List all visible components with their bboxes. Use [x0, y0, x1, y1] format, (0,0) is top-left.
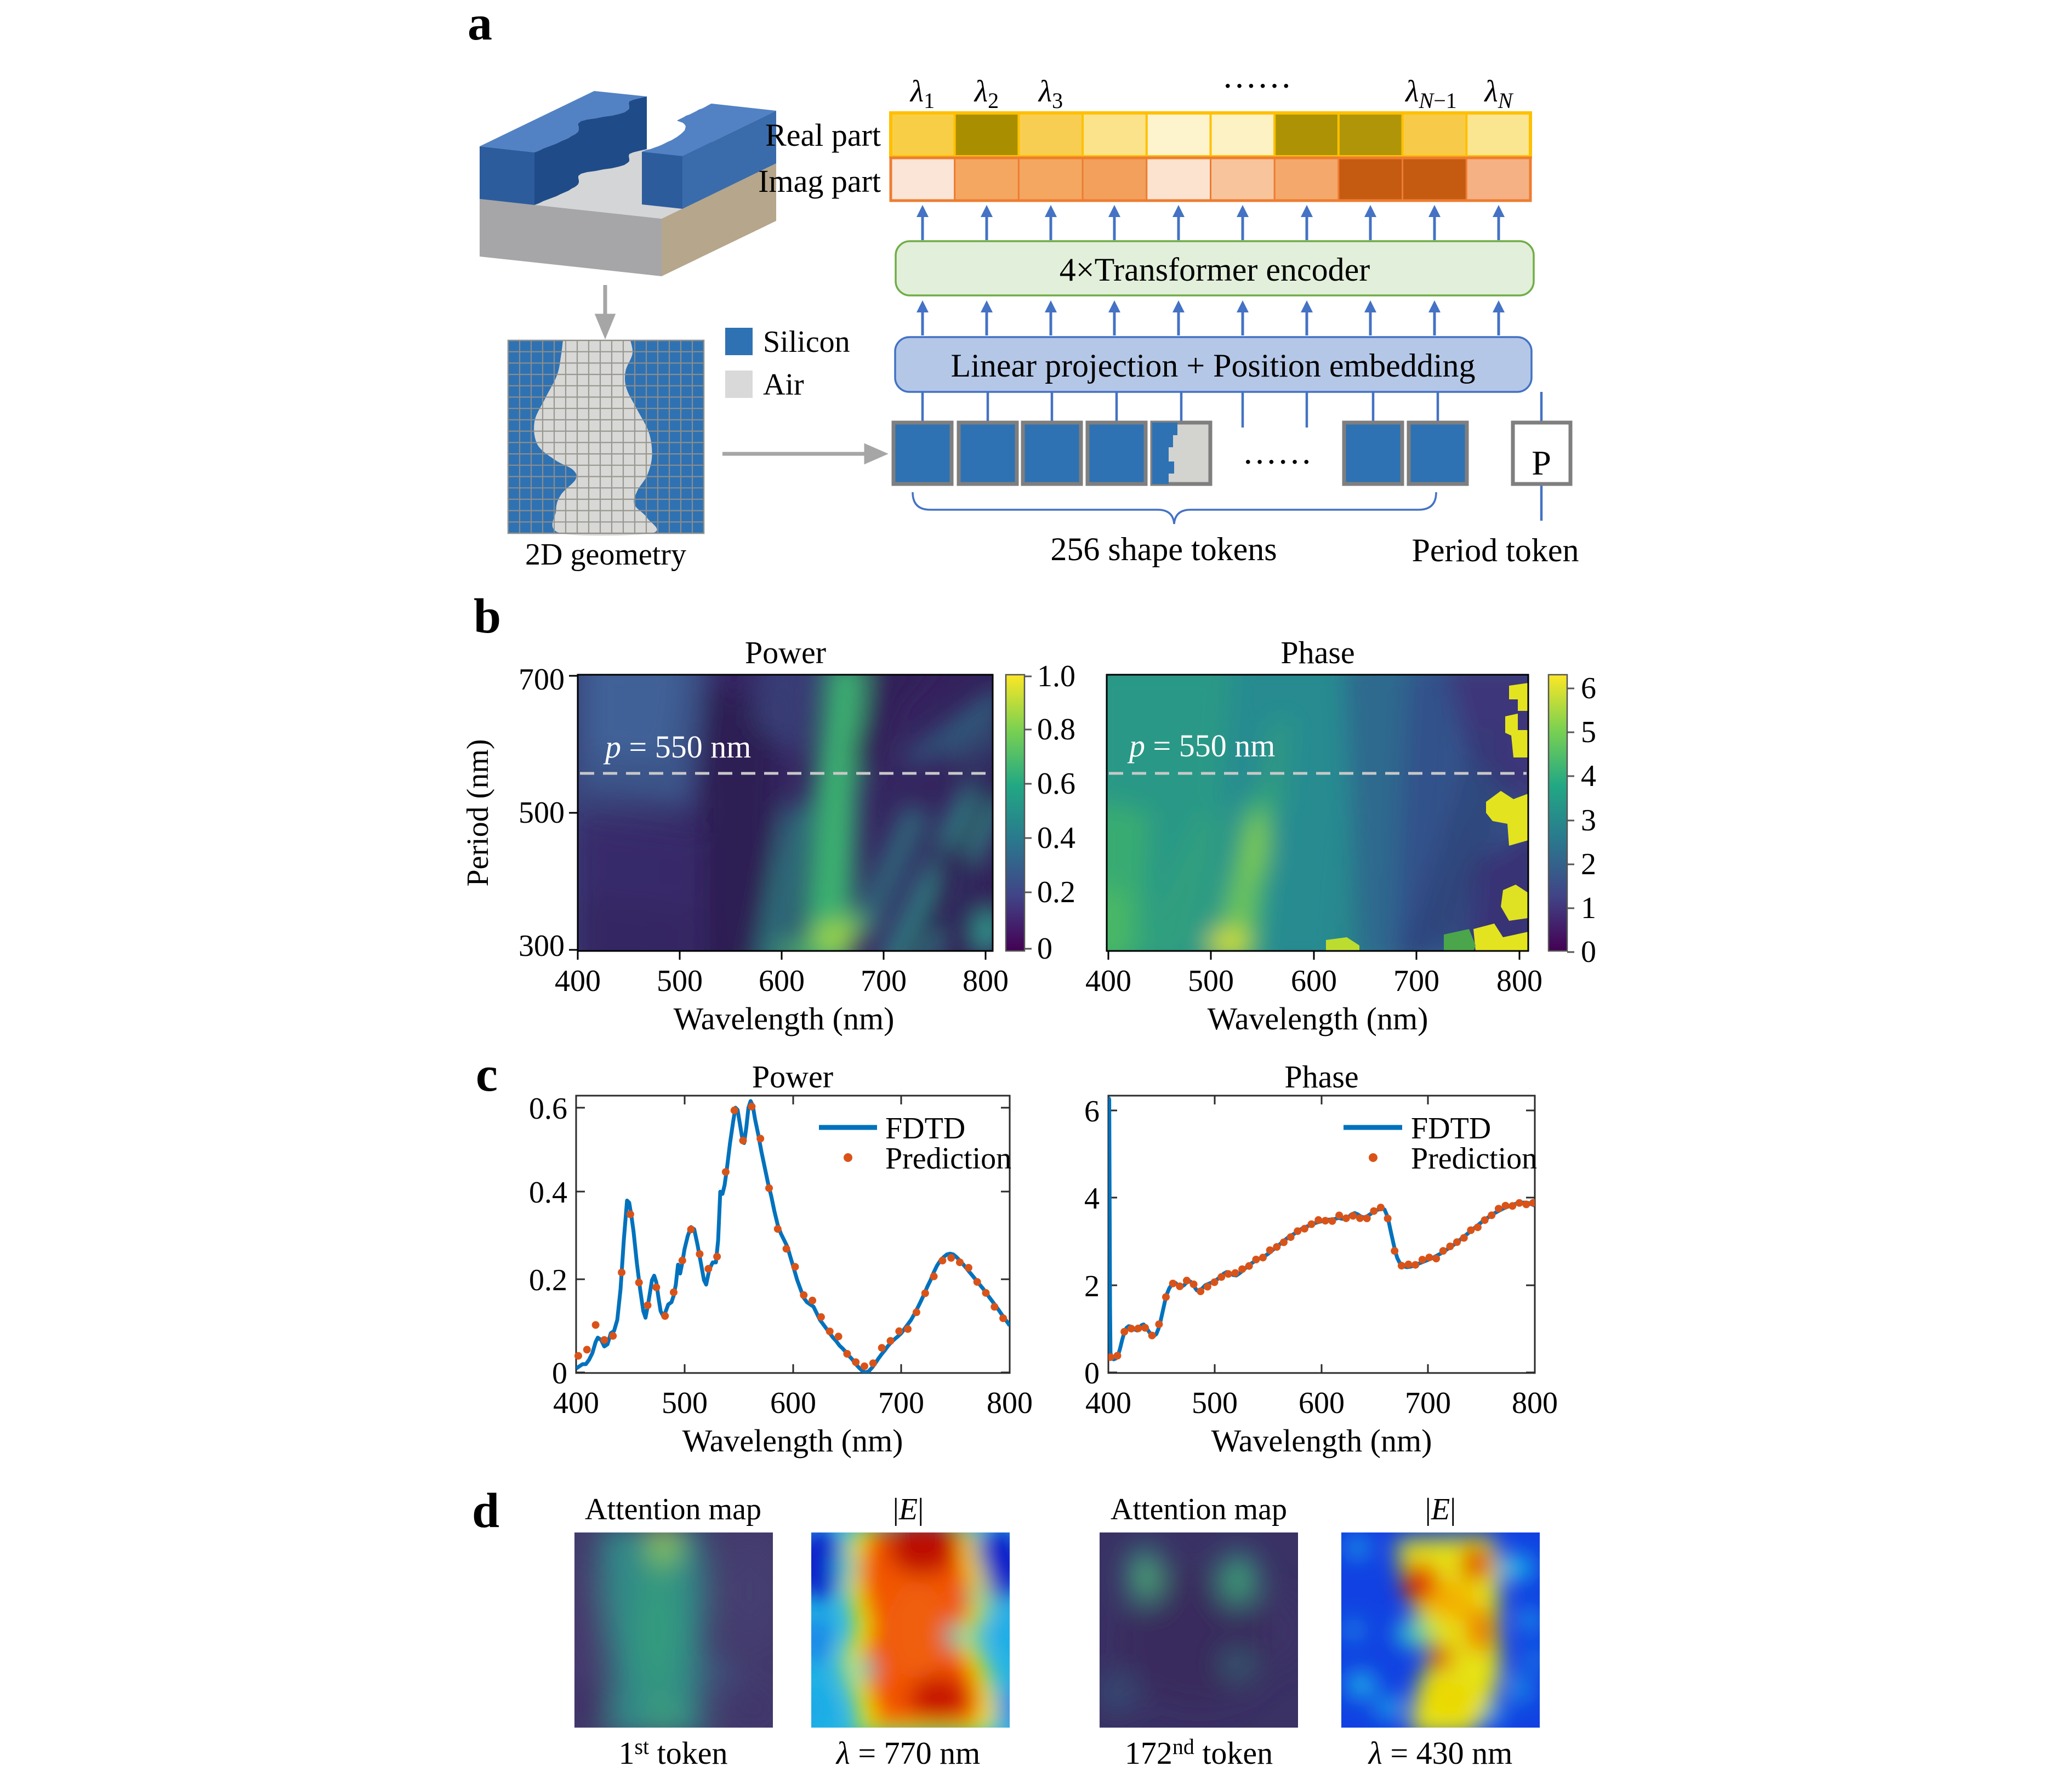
svg-text:400: 400 [1085, 1386, 1131, 1420]
svg-text:Power: Power [745, 635, 826, 670]
svg-text:P: P [1532, 443, 1551, 482]
svg-text:Wavelength (nm): Wavelength (nm) [682, 1423, 903, 1458]
svg-text:0: 0 [552, 1357, 567, 1391]
svg-text:700: 700 [861, 964, 907, 998]
svg-text:500: 500 [1192, 1386, 1238, 1420]
svg-text:······: ······ [1242, 442, 1312, 481]
svg-text:Attention map: Attention map [585, 1492, 761, 1526]
svg-text:172nd token: 172nd token [1125, 1734, 1273, 1769]
svg-text:4: 4 [1084, 1182, 1100, 1216]
svg-text:500: 500 [662, 1386, 708, 1420]
svg-text:800: 800 [1496, 964, 1542, 998]
svg-text:d: d [472, 1484, 499, 1538]
svg-text:FDTD: FDTD [885, 1112, 965, 1146]
svg-text:······: ······ [1222, 66, 1292, 105]
svg-text:600: 600 [1299, 1386, 1345, 1420]
svg-text:600: 600 [759, 964, 805, 998]
svg-text:c: c [476, 1047, 498, 1102]
svg-text:Silicon: Silicon [763, 325, 850, 359]
svg-text:4: 4 [1581, 759, 1596, 793]
svg-text:Wavelength (nm): Wavelength (nm) [674, 1001, 895, 1036]
svg-text:400: 400 [553, 1386, 599, 1420]
svg-text:4×Transformer encoder: 4×Transformer encoder [1060, 252, 1370, 288]
svg-text:Phase: Phase [1280, 635, 1354, 670]
svg-text:800: 800 [987, 1386, 1033, 1420]
svg-text:|E|: |E| [1425, 1492, 1456, 1526]
svg-text:Prediction: Prediction [885, 1142, 1011, 1176]
svg-text:0.6: 0.6 [529, 1092, 567, 1126]
svg-text:Phase: Phase [1284, 1059, 1358, 1095]
svg-text:0: 0 [1581, 935, 1596, 969]
svg-text:p = 550 nm: p = 550 nm [1127, 728, 1275, 764]
svg-text:2D geometry: 2D geometry [525, 538, 686, 572]
svg-text:700: 700 [878, 1386, 924, 1420]
svg-text:0: 0 [1084, 1357, 1100, 1391]
svg-text:0.6: 0.6 [1037, 767, 1075, 801]
svg-text:500: 500 [657, 964, 703, 998]
svg-text:0.2: 0.2 [1037, 875, 1075, 909]
svg-text:2: 2 [1084, 1269, 1100, 1303]
svg-text:800: 800 [963, 964, 1009, 998]
svg-text:0.2: 0.2 [529, 1263, 567, 1297]
svg-text:1: 1 [1581, 891, 1596, 925]
svg-text:λ = 770 nm: λ = 770 nm [835, 1735, 980, 1769]
svg-text:700: 700 [1393, 964, 1439, 998]
svg-text:|E|: |E| [893, 1492, 924, 1526]
svg-text:500: 500 [519, 796, 565, 830]
svg-text:Attention map: Attention map [1111, 1492, 1287, 1526]
svg-text:Power: Power [752, 1059, 833, 1095]
svg-text:6: 6 [1084, 1095, 1100, 1129]
svg-text:p = 550 nm: p = 550 nm [603, 729, 751, 765]
svg-text:Prediction: Prediction [1411, 1142, 1537, 1176]
svg-text:700: 700 [519, 663, 565, 697]
svg-text:Imag part: Imag part [758, 163, 881, 199]
svg-text:400: 400 [555, 964, 601, 998]
svg-text:0.4: 0.4 [1037, 821, 1075, 855]
svg-text:a: a [468, 0, 492, 50]
svg-text:6: 6 [1581, 671, 1596, 705]
svg-text:5: 5 [1581, 715, 1596, 749]
svg-text:Air: Air [763, 368, 804, 402]
svg-text:0.8: 0.8 [1037, 713, 1075, 747]
svg-text:256 shape tokens: 256 shape tokens [1050, 531, 1277, 567]
svg-text:0: 0 [1037, 932, 1052, 966]
svg-text:800: 800 [1512, 1386, 1558, 1420]
svg-text:500: 500 [1188, 964, 1234, 998]
svg-text:FDTD: FDTD [1411, 1112, 1491, 1146]
svg-text:600: 600 [1291, 964, 1337, 998]
svg-text:3: 3 [1581, 804, 1596, 837]
svg-text:0.4: 0.4 [529, 1176, 567, 1210]
svg-text:Wavelength (nm): Wavelength (nm) [1208, 1001, 1428, 1036]
svg-text:Period token: Period token [1412, 532, 1579, 568]
svg-text:b: b [474, 589, 501, 643]
svg-text:Period (nm): Period (nm) [461, 739, 495, 886]
svg-text:600: 600 [770, 1386, 816, 1420]
svg-text:300: 300 [519, 929, 565, 963]
svg-text:Linear projection + Position e: Linear projection + Position embedding [951, 347, 1476, 384]
svg-text:λ = 430 nm: λ = 430 nm [1368, 1735, 1512, 1769]
svg-text:1.0: 1.0 [1037, 659, 1075, 693]
svg-text:λ1: λ1 [909, 75, 935, 113]
svg-text:400: 400 [1085, 964, 1131, 998]
svg-text:700: 700 [1405, 1386, 1451, 1420]
svg-text:Wavelength (nm): Wavelength (nm) [1211, 1423, 1432, 1458]
svg-text:2: 2 [1581, 847, 1596, 881]
svg-text:Real part: Real part [765, 117, 881, 153]
